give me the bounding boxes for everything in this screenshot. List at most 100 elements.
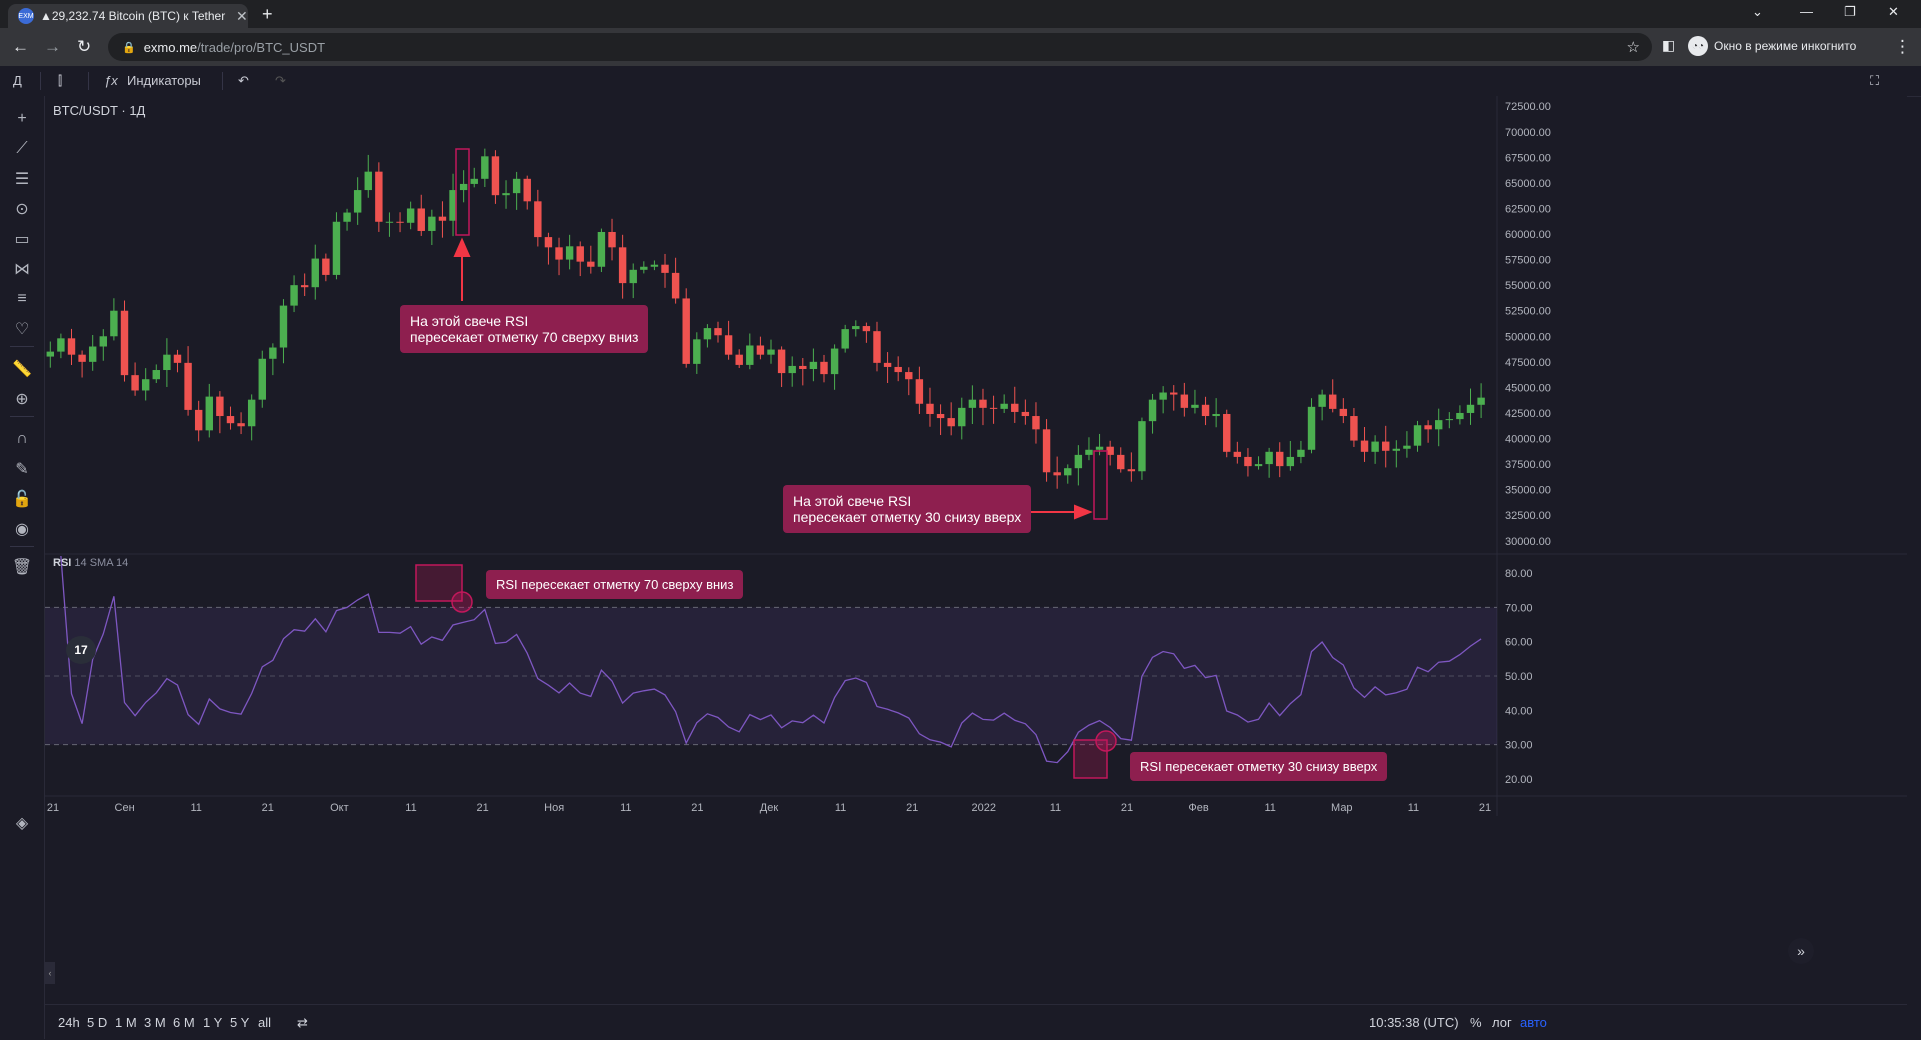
candle-body [131,375,139,391]
percent-toggle[interactable]: % [1470,1015,1482,1030]
pattern-icon[interactable]: ⋈ [14,261,30,278]
candle-body [1392,448,1401,451]
toolbar-divider [10,346,34,347]
prediction-icon[interactable]: ≡ [17,290,27,307]
range-1y[interactable]: 1 Y [203,1015,223,1030]
candle-body [502,193,510,196]
collapse-panel-icon[interactable]: ‹ [45,962,55,984]
candle-body [1350,416,1358,441]
clock-time[interactable]: 10:35:38 (UTC) [1369,1015,1459,1030]
close-tab-icon[interactable]: ✕ [236,7,248,24]
price-tick-label: 72500.00 [1505,101,1551,113]
tab-search-icon[interactable]: ⌄ [1752,4,1763,19]
trash-icon[interactable]: 🗑 [11,559,33,576]
price-chart[interactable]: 72500.00 70000.00 67500.00 65000.00 62500.00… [45,96,1907,1004]
favorites-heart-icon[interactable]: ♡ [14,321,30,338]
incognito-indicator[interactable]: ◔◔ Окно в режиме инкогнито [1688,36,1856,56]
range-24h[interactable]: 24h [58,1015,80,1030]
range-5y[interactable]: 5 Y [230,1015,250,1030]
range-3m[interactable]: 3 M [144,1015,166,1030]
back-icon[interactable]: ← [12,37,29,56]
candle-body [1329,394,1337,409]
minimize-icon[interactable]: — [1800,4,1813,19]
price-tick-label: 55000.00 [1505,280,1551,292]
fullscreen-icon[interactable]: ⛶ [1870,73,1880,88]
tradingview-logo[interactable]: 17 [66,636,96,664]
range-5d[interactable]: 5 D [87,1015,108,1030]
candle-body [777,349,786,374]
candle-body [671,272,680,299]
browser-tab[interactable]: EXM ▲29,232.74 Bitcoin (BTC) к Tether ✕ [8,4,248,28]
trend-line-icon[interactable]: ⟋ [16,140,28,157]
toolbar-divider [88,72,89,90]
hide-drawings-eye-icon[interactable]: ◉ [15,521,29,538]
candle-body [1318,394,1326,407]
candle-body [534,201,542,238]
bookmark-star-icon[interactable]: ☆ [1626,39,1640,56]
candle-body [1254,464,1263,467]
stay-drawing-icon[interactable]: ✎ [15,461,29,478]
range-all[interactable]: all [258,1015,272,1030]
side-panel-icon[interactable]: ◧ [1662,37,1676,53]
lock-drawings-icon[interactable]: 🔓 [12,491,32,508]
symbol-label: BTC/USDT · 1Д [53,103,146,118]
candle-body [1223,413,1231,452]
object-tree-layers-icon[interactable]: ◈ [15,815,29,832]
candle-body [375,171,383,222]
scroll-to-realtime-icon[interactable]: » [1788,938,1814,964]
time-tick-label: Ноя [544,802,564,814]
forward-icon[interactable]: → [44,37,61,56]
range-1m[interactable]: 1 M [115,1015,137,1030]
undo-icon[interactable]: ↶ [238,73,249,88]
redo-icon[interactable]: ↷ [275,73,286,88]
menu-dots-icon[interactable]: ⋮ [1894,37,1911,56]
candle-body [194,409,203,431]
magnet-icon[interactable]: ∩ [16,430,28,447]
candle-style-icon[interactable]: ⫿ [58,73,63,88]
time-tick-label: 11 [1050,802,1061,814]
candle-body [1265,451,1273,465]
candle-body [873,331,881,363]
auto-toggle[interactable]: авто [1520,1015,1547,1030]
indicators-icon[interactable]: ƒx [104,73,118,88]
candle-body [322,258,330,275]
price-tick-label: 67500.00 [1505,152,1551,164]
candle-body [555,247,563,260]
candle-body [364,171,372,191]
rsi-tick-label: 80.00 [1505,568,1533,580]
candle-body [883,362,892,367]
bottom-range-bar: 24h 5 D 1 M 3 M 6 M 1 Y 5 Y all ⇄ 10:35:… [45,1004,1907,1040]
candle-body [1371,441,1379,452]
time-tick-label: 11 [190,802,201,814]
url-field[interactable]: 🔒 exmo.me/trade/pro/BTC_USDT ☆ [108,33,1652,61]
time-tick-label: 21 [906,802,918,814]
zoom-icon[interactable]: ⊕ [15,391,29,408]
close-window-icon[interactable]: ✕ [1888,4,1899,19]
arrow-right [1020,504,1093,520]
text-note-icon[interactable]: ▭ [14,231,30,248]
pitchfork-icon[interactable]: ⊙ [15,201,29,218]
candle-body [1434,420,1443,430]
reload-icon[interactable]: ↻ [77,37,92,56]
price-tick-label: 60000.00 [1505,229,1551,241]
new-tab-icon[interactable]: + [262,4,273,24]
interval-button[interactable]: Д [13,73,22,88]
range-6m[interactable]: 6 M [173,1015,195,1030]
candle-body [438,216,447,221]
date-range-icon[interactable]: ⇄ [297,1015,308,1030]
candle-body [640,266,648,270]
rsi-cross-30-marker [1095,730,1117,752]
candle-body [735,354,743,365]
price-tick-label: 47500.00 [1505,357,1551,369]
candle-body [1042,429,1051,473]
ruler-icon[interactable]: 📏 [12,361,32,378]
indicators-button[interactable]: Индикаторы [127,73,201,88]
restore-icon[interactable]: ❐ [1844,4,1856,19]
horizontal-lines-icon[interactable]: ☰ [14,171,30,188]
price-tick-label: 52500.00 [1505,306,1551,318]
candle-body [205,396,213,431]
crosshair-icon[interactable]: + [17,110,27,127]
candle-body [682,298,690,364]
log-toggle[interactable]: лог [1492,1015,1512,1030]
candle-body [67,338,76,355]
